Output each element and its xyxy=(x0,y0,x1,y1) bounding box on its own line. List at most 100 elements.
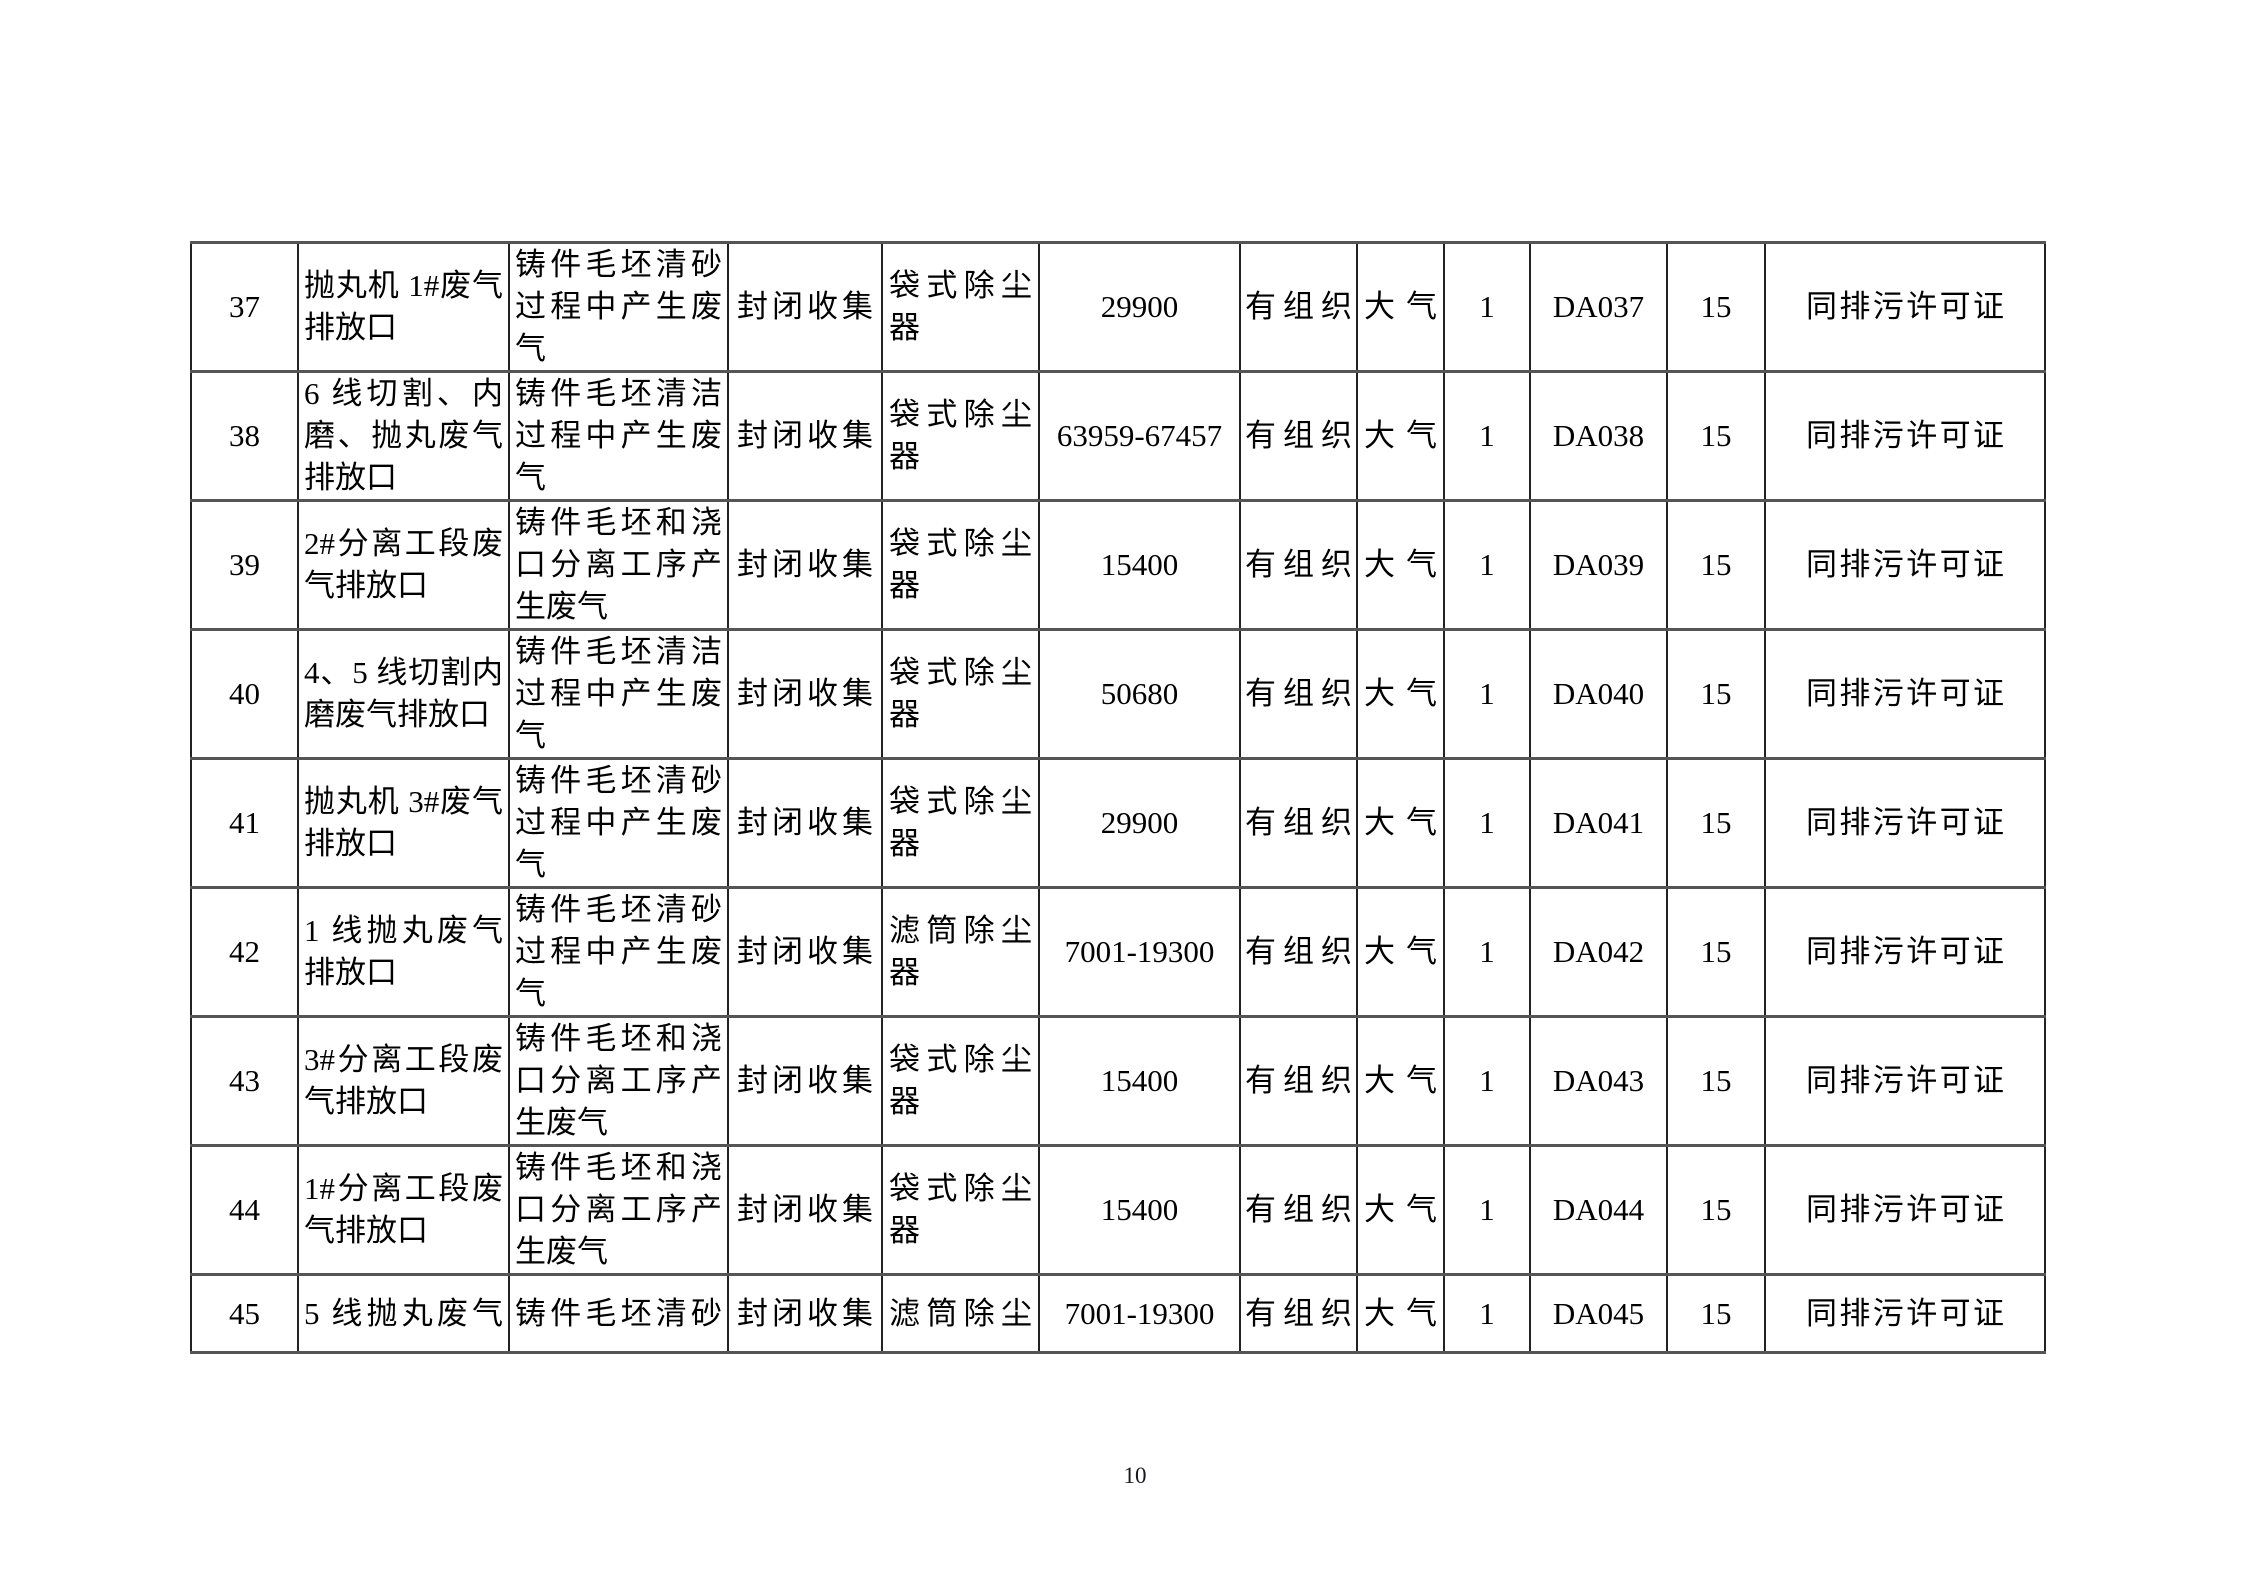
cell-row-number: 43 xyxy=(190,1015,299,1147)
cell-row-number: 40 xyxy=(190,628,299,760)
table-row: 41 抛丸机 3#废气排放口 铸件毛坯清砂过程中产生废气 封闭收集 袋式除尘器 … xyxy=(190,757,2046,889)
cell-outlet-count: 1 xyxy=(1443,1144,1531,1276)
table-row: 42 1 线抛丸废气排放口 铸件毛坯清砂过程中产生废气 封闭收集 滤筒除尘器 7… xyxy=(190,886,2046,1018)
cell-collection-method: 封闭收集 xyxy=(727,499,883,631)
cell-emission-type: 有组织 xyxy=(1239,1015,1358,1147)
cell-air-volume: 15400 xyxy=(1038,1144,1241,1276)
cell-treatment-facility: 袋式除尘器 xyxy=(881,628,1040,760)
cell-pollution-source: 铸件毛坯清洁过程中产生废气 xyxy=(508,370,729,502)
emission-outlet-table: 37 抛丸机 1#废气排放口 铸件毛坯清砂过程中产生废气 封闭收集 袋式除尘器 … xyxy=(190,241,2046,1354)
cell-destination: 大气 xyxy=(1356,757,1445,889)
cell-destination: 大气 xyxy=(1356,1144,1445,1276)
cell-outlet-count: 1 xyxy=(1443,1015,1531,1147)
cell-treatment-facility: 滤筒除尘器 xyxy=(881,886,1040,1018)
cell-emission-type: 有组织 xyxy=(1239,499,1358,631)
cell-stack-height: 15 xyxy=(1666,757,1766,889)
cell-collection-method: 封闭收集 xyxy=(727,757,883,889)
page-number: 10 xyxy=(1123,1463,1147,1488)
cell-treatment-facility: 袋式除尘器 xyxy=(881,499,1040,631)
cell-outlet-name: 1 线抛丸废气排放口 xyxy=(297,886,510,1018)
cell-outlet-code: DA042 xyxy=(1529,886,1668,1018)
cell-outlet-code: DA043 xyxy=(1529,1015,1668,1147)
cell-destination: 大气 xyxy=(1356,241,1445,373)
cell-stack-height: 15 xyxy=(1666,628,1766,760)
cell-outlet-count: 1 xyxy=(1443,370,1531,502)
cell-standard: 同排污许可证 xyxy=(1764,757,2046,889)
cell-outlet-code: DA038 xyxy=(1529,370,1668,502)
cell-standard: 同排污许可证 xyxy=(1764,1015,2046,1147)
cell-collection-method: 封闭收集 xyxy=(727,1273,883,1354)
table-row: 44 1#分离工段废气排放口 铸件毛坯和浇口分离工序产生废气 封闭收集 袋式除尘… xyxy=(190,1144,2046,1276)
cell-pollution-source: 铸件毛坯和浇口分离工序产生废气 xyxy=(508,1144,729,1276)
cell-collection-method: 封闭收集 xyxy=(727,241,883,373)
cell-outlet-code: DA044 xyxy=(1529,1144,1668,1276)
cell-air-volume: 15400 xyxy=(1038,1015,1241,1147)
cell-stack-height: 15 xyxy=(1666,499,1766,631)
cell-air-volume: 29900 xyxy=(1038,241,1241,373)
cell-row-number: 44 xyxy=(190,1144,299,1276)
cell-collection-method: 封闭收集 xyxy=(727,1144,883,1276)
cell-outlet-code: DA045 xyxy=(1529,1273,1668,1354)
cell-pollution-source: 铸件毛坯和浇口分离工序产生废气 xyxy=(508,1015,729,1147)
cell-air-volume: 7001-19300 xyxy=(1038,886,1241,1018)
cell-emission-type: 有组织 xyxy=(1239,370,1358,502)
cell-collection-method: 封闭收集 xyxy=(727,628,883,760)
cell-emission-type: 有组织 xyxy=(1239,886,1358,1018)
cell-air-volume: 15400 xyxy=(1038,499,1241,631)
cell-emission-type: 有组织 xyxy=(1239,241,1358,373)
cell-outlet-name: 4、5 线切割内磨废气排放口 xyxy=(297,628,510,760)
cell-treatment-facility: 袋式除尘器 xyxy=(881,757,1040,889)
cell-outlet-count: 1 xyxy=(1443,886,1531,1018)
cell-outlet-code: DA037 xyxy=(1529,241,1668,373)
cell-treatment-facility: 袋式除尘器 xyxy=(881,1015,1040,1147)
cell-row-number: 39 xyxy=(190,499,299,631)
cell-row-number: 45 xyxy=(190,1273,299,1354)
table-row: 37 抛丸机 1#废气排放口 铸件毛坯清砂过程中产生废气 封闭收集 袋式除尘器 … xyxy=(190,241,2046,373)
cell-pollution-source: 铸件毛坯清砂过程中产生废气 xyxy=(508,886,729,1018)
cell-pollution-source: 铸件毛坯清砂过程中产生废气 xyxy=(508,241,729,373)
cell-stack-height: 15 xyxy=(1666,1273,1766,1354)
cell-stack-height: 15 xyxy=(1666,241,1766,373)
cell-outlet-name: 3#分离工段废气排放口 xyxy=(297,1015,510,1147)
cell-outlet-code: DA041 xyxy=(1529,757,1668,889)
cell-standard: 同排污许可证 xyxy=(1764,628,2046,760)
cell-destination: 大气 xyxy=(1356,1015,1445,1147)
cell-destination: 大气 xyxy=(1356,1273,1445,1354)
cell-outlet-name: 2#分离工段废气排放口 xyxy=(297,499,510,631)
cell-stack-height: 15 xyxy=(1666,1015,1766,1147)
cell-destination: 大气 xyxy=(1356,370,1445,502)
cell-outlet-count: 1 xyxy=(1443,757,1531,889)
cell-standard: 同排污许可证 xyxy=(1764,886,2046,1018)
cell-pollution-source: 铸件毛坯清洁过程中产生废气 xyxy=(508,628,729,760)
cell-outlet-name: 1#分离工段废气排放口 xyxy=(297,1144,510,1276)
cell-emission-type: 有组织 xyxy=(1239,1273,1358,1354)
cell-treatment-facility: 袋式除尘器 xyxy=(881,370,1040,502)
table-row: 45 5 线抛丸废气 铸件毛坯清砂 封闭收集 滤筒除尘 7001-19300 有… xyxy=(190,1273,2046,1354)
table-row: 39 2#分离工段废气排放口 铸件毛坯和浇口分离工序产生废气 封闭收集 袋式除尘… xyxy=(190,499,2046,631)
cell-outlet-name: 5 线抛丸废气 xyxy=(297,1273,510,1354)
cell-air-volume: 7001-19300 xyxy=(1038,1273,1241,1354)
cell-stack-height: 15 xyxy=(1666,370,1766,502)
cell-outlet-code: DA039 xyxy=(1529,499,1668,631)
cell-outlet-count: 1 xyxy=(1443,241,1531,373)
cell-collection-method: 封闭收集 xyxy=(727,1015,883,1147)
cell-standard: 同排污许可证 xyxy=(1764,370,2046,502)
cell-treatment-facility: 袋式除尘器 xyxy=(881,241,1040,373)
cell-outlet-count: 1 xyxy=(1443,499,1531,631)
cell-emission-type: 有组织 xyxy=(1239,628,1358,760)
cell-outlet-count: 1 xyxy=(1443,1273,1531,1354)
cell-outlet-code: DA040 xyxy=(1529,628,1668,760)
cell-emission-type: 有组织 xyxy=(1239,1144,1358,1276)
cell-outlet-name: 抛丸机 1#废气排放口 xyxy=(297,241,510,373)
cell-emission-type: 有组织 xyxy=(1239,757,1358,889)
cell-standard: 同排污许可证 xyxy=(1764,499,2046,631)
cell-destination: 大气 xyxy=(1356,886,1445,1018)
cell-standard: 同排污许可证 xyxy=(1764,1144,2046,1276)
cell-air-volume: 63959-67457 xyxy=(1038,370,1241,502)
cell-destination: 大气 xyxy=(1356,499,1445,631)
cell-outlet-name: 抛丸机 3#废气排放口 xyxy=(297,757,510,889)
cell-pollution-source: 铸件毛坯清砂 xyxy=(508,1273,729,1354)
cell-air-volume: 29900 xyxy=(1038,757,1241,889)
cell-destination: 大气 xyxy=(1356,628,1445,760)
